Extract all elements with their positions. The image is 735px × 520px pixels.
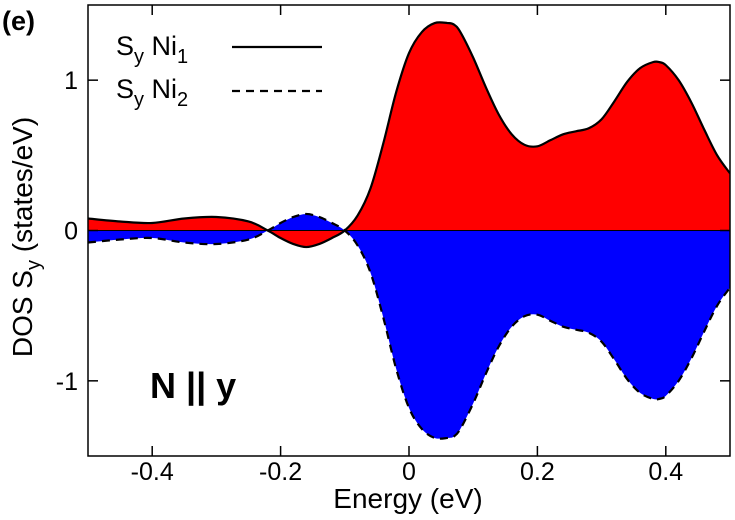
legend-ni1-ni: Ni: [144, 31, 177, 61]
legend-ni2-s-sub: y: [134, 89, 144, 111]
legend-ni1-s-sub: y: [134, 46, 144, 68]
legend-ni2-s: S: [116, 74, 134, 104]
legend-entry-ni2-label: Sy Ni2: [116, 74, 188, 111]
series-2-line: [88, 212, 730, 440]
tick-layer: -0.4 -0.2 0 0.2 0.4 -1 0 1: [56, 5, 730, 486]
legend-ni1-s: S: [116, 31, 134, 61]
y-tick-label: 0: [64, 218, 78, 246]
y-tick-label: -1: [56, 368, 78, 396]
panel-label: (e): [2, 6, 35, 36]
series-2-fill: [88, 213, 730, 439]
legend-ni1-ni-sub: 1: [177, 46, 188, 68]
y-axis-title-sub: y: [23, 260, 45, 270]
y-tick-label: 1: [64, 67, 78, 95]
y-axis-title-main: DOS S: [7, 270, 38, 357]
curve-layer: [88, 21, 730, 440]
fill-layer: [88, 22, 730, 439]
x-tick-label: -0.4: [131, 458, 174, 486]
x-axis-title: Energy (eV): [333, 483, 482, 514]
series-1-line: [88, 21, 730, 249]
series-1-fill: [88, 22, 730, 248]
legend: Sy Ni1 Sy Ni2: [116, 31, 322, 111]
annotation-label: N || y: [150, 365, 236, 407]
x-tick-label: 0.4: [648, 458, 683, 486]
x-tick-label: 0.2: [520, 458, 555, 486]
legend-ni2-ni-sub: 2: [177, 89, 188, 111]
legend-ni2-ni: Ni: [144, 74, 177, 104]
y-axis-title: DOS Sy (states/eV): [7, 117, 45, 357]
x-tick-label: 0: [402, 458, 416, 486]
y-axis-title-unit: (states/eV): [7, 117, 38, 260]
x-tick-label: -0.2: [259, 458, 302, 486]
legend-entry-ni1-label: Sy Ni1: [116, 31, 188, 68]
